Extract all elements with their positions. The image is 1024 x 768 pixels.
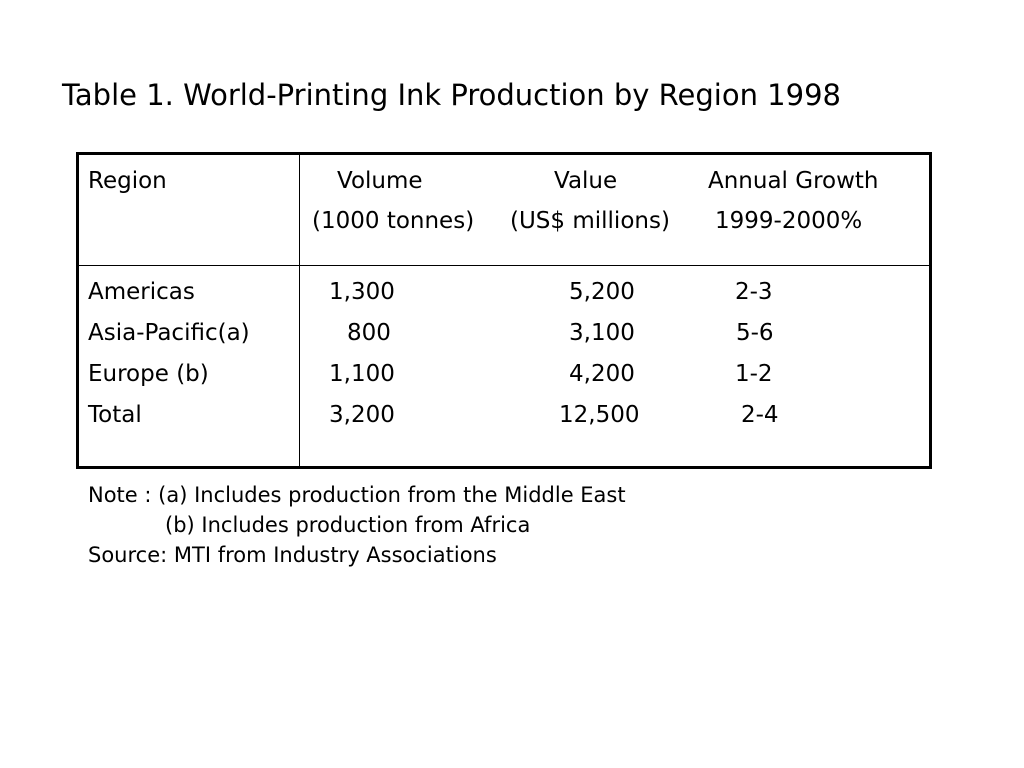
table-row-volume: 1,300 bbox=[329, 279, 395, 305]
table-row-volume: 800 bbox=[347, 320, 391, 346]
note-b: (b) Includes production from Africa bbox=[165, 513, 531, 537]
page-title: Table 1. World-Printing Ink Production b… bbox=[62, 78, 841, 112]
table-notes: Note : (a) Includes production from the … bbox=[88, 480, 626, 570]
table-row-region: Asia-Pacific(a) bbox=[88, 320, 250, 346]
table-row-value: 3,100 bbox=[569, 320, 635, 346]
table-row-growth: 5-6 bbox=[736, 320, 774, 346]
header-growth-unit: 1999-2000% bbox=[715, 208, 863, 234]
table-row-value: 4,200 bbox=[569, 361, 635, 387]
header-divider bbox=[79, 265, 929, 266]
table-row-value: 12,500 bbox=[559, 402, 640, 428]
note-a: Note : (a) Includes production from the … bbox=[88, 483, 626, 507]
table-row-volume: 1,100 bbox=[329, 361, 395, 387]
header-volume-unit: (1000 tonnes) bbox=[312, 208, 475, 234]
header-value: Value bbox=[554, 168, 618, 194]
header-region: Region bbox=[88, 168, 167, 194]
table-row-growth: 2-4 bbox=[741, 402, 779, 428]
table-row-growth: 1-2 bbox=[735, 361, 773, 387]
table-row-growth: 2-3 bbox=[735, 279, 773, 305]
header-volume: Volume bbox=[337, 168, 423, 194]
table-row-volume: 3,200 bbox=[329, 402, 395, 428]
table-row-region: Europe (b) bbox=[88, 361, 209, 387]
production-table: Region Volume (1000 tonnes) Value (US$ m… bbox=[76, 152, 932, 469]
header-growth: Annual Growth bbox=[708, 168, 879, 194]
column-divider bbox=[299, 155, 300, 466]
table-row-region: Total bbox=[88, 402, 142, 428]
header-value-unit: (US$ millions) bbox=[510, 208, 670, 234]
source-note: Source: MTI from Industry Associations bbox=[88, 543, 497, 567]
table-row-value: 5,200 bbox=[569, 279, 635, 305]
table-row-region: Americas bbox=[88, 279, 195, 305]
